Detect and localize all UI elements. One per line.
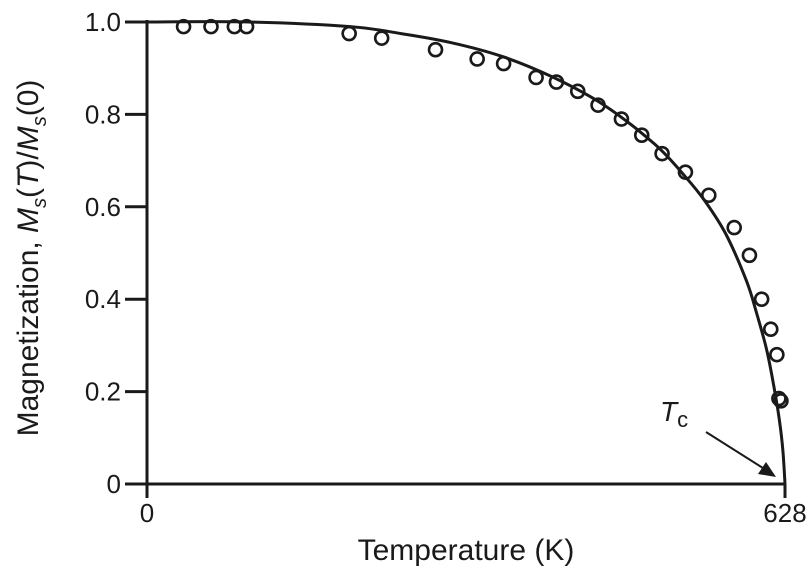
data-point (373, 30, 390, 46)
x-tick-label: 0 (140, 498, 154, 528)
fit-curve-layer (146, 20, 787, 485)
data-point (701, 187, 717, 204)
data-point (341, 25, 357, 42)
data-point (548, 74, 565, 90)
data-point (590, 97, 606, 113)
data-point (569, 83, 586, 100)
y-axis-title-part-3: s (29, 198, 51, 208)
data-point (773, 393, 789, 409)
data-point (469, 51, 485, 67)
data-point (769, 346, 785, 363)
tc-label-sub: c (677, 407, 688, 432)
y-tick-label: 0.4 (85, 284, 121, 314)
y-axis-title-part-9: (0) (12, 80, 45, 117)
data-point (203, 18, 219, 35)
data-point (762, 321, 779, 338)
tc-annotation: Tc (660, 396, 776, 477)
data-point (427, 41, 444, 58)
y-tick-label: 1.0 (85, 7, 121, 37)
tc-arrow-line (705, 431, 767, 471)
y-tick-label: 0 (107, 469, 121, 499)
y-axis-title-part-5: T (12, 167, 45, 188)
data-point (633, 127, 650, 143)
data-point (753, 291, 770, 308)
data-point (771, 390, 787, 407)
fit-curve (146, 20, 787, 485)
data-point (238, 18, 255, 35)
y-axis-title-part-7: M (12, 126, 45, 151)
data-point (528, 69, 544, 86)
y-tick-label: 0.2 (85, 377, 121, 407)
y-axis-title-part-2: M (12, 208, 45, 233)
data-point (175, 18, 192, 35)
y-axis-title-part-8: s (29, 116, 51, 126)
data-point (495, 55, 512, 72)
axes (145, 20, 785, 486)
tc-label: Tc (660, 396, 688, 432)
y-axis-title-part-6: )/ (12, 151, 45, 170)
data-point (613, 111, 630, 127)
y-axis-title-part-1: Magnetization, (12, 233, 45, 436)
tc-arrow-head (758, 462, 776, 477)
data-point (654, 145, 670, 162)
ticks-layer: 0 0.2 0.4 0.6 0.8 1.0 0 628 (85, 7, 807, 528)
data-point (726, 219, 743, 236)
y-tick-label: 0.6 (85, 192, 121, 222)
data-point (741, 247, 758, 264)
x-tick-label: 628 (763, 498, 806, 528)
data-point (677, 164, 694, 180)
x-axis-title: Temperature (K) (358, 534, 575, 567)
y-tick-label: 0.8 (85, 99, 121, 129)
y-axis-title-part-4: ( (12, 188, 45, 198)
y-axis-title: Magnetization, Ms(T)/Ms(0) (12, 80, 51, 437)
tc-label-main: T (660, 396, 679, 427)
data-points-layer (175, 18, 789, 409)
